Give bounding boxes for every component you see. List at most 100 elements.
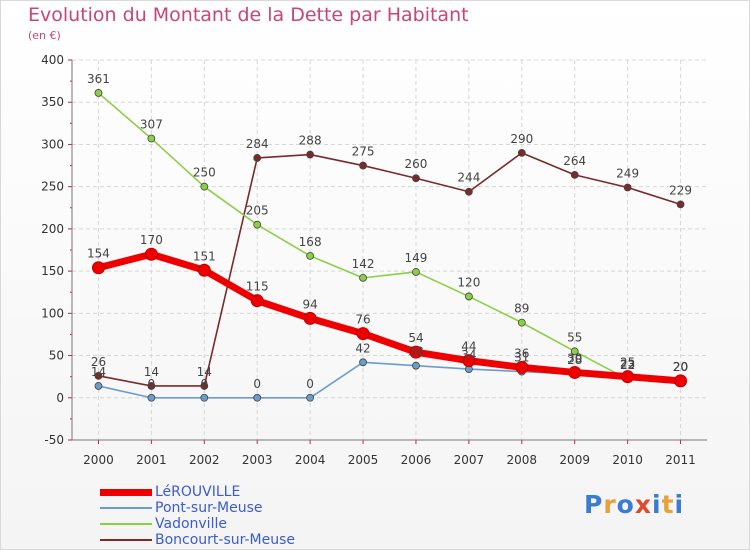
data-point: [91, 261, 105, 275]
data-label: 76: [355, 313, 370, 327]
x-tick-label: 2005: [348, 453, 379, 467]
x-tick-label: 2002: [189, 453, 220, 467]
data-label: 55: [567, 330, 582, 344]
data-label: 20: [673, 360, 688, 374]
data-point: [306, 393, 315, 402]
data-point: [464, 292, 473, 301]
x-tick-label: 2000: [83, 453, 114, 467]
data-point: [359, 273, 367, 282]
data-label: 34: [461, 348, 476, 362]
data-point: [515, 360, 529, 374]
data-label: 0: [306, 377, 314, 391]
data-label: 26: [91, 355, 106, 369]
data-point: [517, 318, 526, 327]
data-point: [359, 358, 367, 367]
x-tick-label: 2003: [242, 453, 273, 467]
data-point: [147, 393, 156, 402]
data-point: [356, 327, 370, 341]
data-label: 229: [669, 183, 692, 197]
data-point: [359, 161, 367, 170]
legend-swatch: [100, 488, 152, 496]
data-label: 28: [567, 353, 582, 367]
data-label: 89: [514, 302, 529, 316]
legend-swatch: [100, 539, 152, 541]
logo-letter: r: [603, 490, 617, 519]
data-point: [623, 183, 632, 192]
logo-letter: P: [584, 490, 604, 519]
data-point: [94, 382, 103, 390]
data-label: 0: [148, 377, 156, 391]
data-label: 54: [408, 331, 423, 345]
logo-letter: i: [652, 490, 662, 519]
logo-letter: o: [616, 490, 635, 519]
data-point: [621, 370, 635, 384]
data-label: 20: [673, 360, 688, 374]
y-tick-label: 50: [49, 349, 64, 363]
data-label: 284: [246, 137, 269, 151]
data-label: 0: [200, 377, 208, 391]
data-label: 120: [457, 275, 480, 289]
data-point: [200, 393, 209, 402]
data-point: [462, 354, 476, 368]
data-label: 250: [193, 166, 216, 180]
data-point: [306, 150, 315, 159]
data-point: [94, 89, 103, 97]
x-tick-label: 2001: [136, 453, 167, 467]
data-label: 151: [193, 249, 216, 263]
data-point: [94, 371, 103, 380]
chart-title: Evolution du Montant de la Dette par Hab…: [28, 4, 469, 26]
y-tick-label: 400: [41, 53, 64, 67]
logo-letter: t: [661, 490, 675, 519]
data-point: [676, 200, 685, 209]
data-point: [517, 148, 526, 157]
data-point: [570, 347, 579, 356]
x-tick-label: 2011: [665, 453, 696, 467]
data-point: [412, 268, 420, 276]
data-label: 361: [87, 72, 110, 86]
data-point: [570, 170, 579, 179]
data-label: 14: [91, 365, 106, 379]
data-label: 0: [253, 377, 261, 391]
y-tick-label: 300: [41, 137, 64, 151]
logo-letter: i: [674, 490, 685, 519]
y-tick-label: -50: [44, 433, 64, 447]
y-tick-label: 100: [41, 306, 64, 320]
x-tick-label: 2010: [612, 453, 643, 467]
data-label: 30: [567, 351, 582, 365]
y-tick-label: 0: [56, 391, 64, 405]
chart-subtitle: (en €): [28, 29, 61, 42]
y-tick-label: 250: [41, 180, 64, 194]
y-tick-label: 350: [41, 95, 64, 109]
data-label: 244: [457, 171, 480, 185]
data-label: 94: [302, 297, 317, 311]
data-label: 154: [87, 247, 110, 261]
x-tick-label: 2004: [295, 453, 326, 467]
data-label: 275: [352, 145, 375, 159]
series-line: [98, 152, 681, 387]
data-label: 170: [140, 233, 163, 247]
data-label: 36: [514, 346, 529, 360]
data-point: [303, 311, 317, 325]
data-label: 44: [461, 340, 476, 354]
proxiti-logo: Proxiti: [584, 490, 684, 519]
data-label: 20: [673, 360, 688, 374]
series-line: [98, 361, 681, 399]
y-tick-label: 200: [41, 222, 64, 236]
legend-label: Pont-sur-Meuse: [155, 500, 263, 516]
data-point: [200, 382, 209, 390]
data-label: 168: [299, 235, 322, 249]
x-tick-label: 2006: [401, 453, 432, 467]
data-point: [412, 174, 420, 183]
data-label: 25: [620, 356, 635, 370]
data-point: [144, 247, 158, 261]
data-point: [306, 252, 315, 260]
series-line: [97, 250, 681, 385]
data-point: [253, 154, 262, 162]
legend-label: LéROUVILLE: [155, 484, 241, 500]
data-label: 42: [355, 341, 370, 355]
data-label: 115: [246, 280, 269, 294]
data-label: 31: [514, 351, 529, 365]
data-point: [197, 263, 211, 277]
data-point: [147, 134, 156, 143]
legend-swatch: [100, 523, 152, 525]
